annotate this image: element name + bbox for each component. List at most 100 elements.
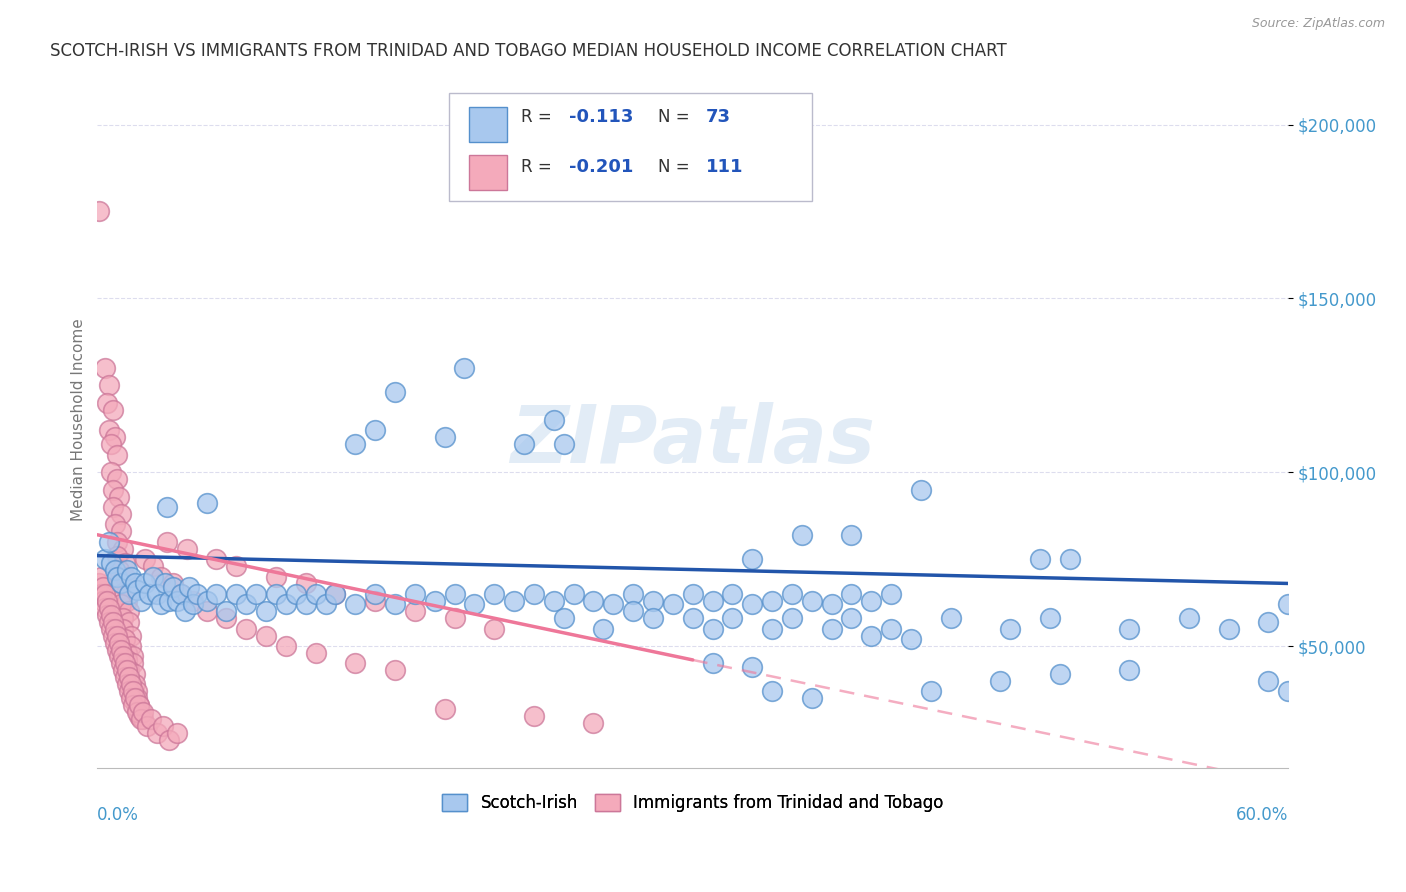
Text: R =: R = xyxy=(522,159,557,177)
Point xyxy=(132,705,155,719)
Point xyxy=(156,534,179,549)
Point xyxy=(602,597,624,611)
Point xyxy=(274,597,297,611)
Point xyxy=(100,437,122,451)
Point xyxy=(453,360,475,375)
Point xyxy=(820,597,842,611)
Point xyxy=(215,604,238,618)
Point xyxy=(156,500,179,514)
Point xyxy=(443,587,465,601)
Point xyxy=(122,684,145,698)
Point xyxy=(761,684,783,698)
Point xyxy=(186,587,208,601)
Point xyxy=(910,483,932,497)
Point xyxy=(582,715,605,730)
Point xyxy=(364,594,387,608)
Point xyxy=(264,587,287,601)
Point xyxy=(125,701,148,715)
Point xyxy=(1118,622,1140,636)
Point xyxy=(149,597,172,611)
Point xyxy=(484,622,506,636)
Point xyxy=(112,611,135,625)
Point xyxy=(880,622,903,636)
Point xyxy=(741,660,763,674)
Point xyxy=(305,587,328,601)
Point xyxy=(166,594,188,608)
Point xyxy=(108,576,131,591)
Point xyxy=(1277,684,1299,698)
FancyBboxPatch shape xyxy=(468,154,508,189)
Point xyxy=(880,587,903,601)
Point xyxy=(138,587,160,601)
Point xyxy=(108,490,131,504)
Point xyxy=(543,413,565,427)
Point xyxy=(91,580,114,594)
Point xyxy=(780,611,803,625)
Point xyxy=(96,395,118,409)
Point xyxy=(195,496,218,510)
Point xyxy=(741,597,763,611)
Point xyxy=(1000,622,1022,636)
Point xyxy=(1039,611,1062,625)
Point xyxy=(294,576,316,591)
Point xyxy=(790,528,813,542)
Point xyxy=(176,541,198,556)
Point xyxy=(170,587,193,601)
Point xyxy=(800,594,823,608)
Point xyxy=(800,691,823,706)
Point xyxy=(146,587,169,601)
Point xyxy=(162,576,184,591)
Point xyxy=(98,615,121,629)
Point xyxy=(641,594,664,608)
Point xyxy=(325,587,347,601)
Point xyxy=(110,507,132,521)
Point xyxy=(98,534,121,549)
Point xyxy=(621,587,644,601)
Point xyxy=(582,594,605,608)
Point xyxy=(682,611,704,625)
Point xyxy=(89,204,111,219)
Point xyxy=(114,556,136,570)
Point xyxy=(1257,615,1279,629)
Text: -0.201: -0.201 xyxy=(569,159,633,177)
Text: ZIPatlas: ZIPatlas xyxy=(510,402,875,480)
Point xyxy=(128,698,150,713)
Point xyxy=(820,622,842,636)
Point xyxy=(157,732,180,747)
Point xyxy=(115,664,138,678)
Point xyxy=(110,524,132,539)
Point xyxy=(254,629,277,643)
Point xyxy=(104,635,127,649)
Point xyxy=(103,402,125,417)
Point xyxy=(423,594,446,608)
Point xyxy=(1178,611,1201,625)
Point xyxy=(503,594,526,608)
Point xyxy=(132,712,155,726)
Point xyxy=(96,594,118,608)
Point xyxy=(860,594,883,608)
Point xyxy=(841,587,863,601)
Point xyxy=(264,569,287,583)
Point xyxy=(134,552,156,566)
Text: 73: 73 xyxy=(706,108,731,126)
Point xyxy=(741,552,763,566)
Point xyxy=(110,657,132,671)
Point xyxy=(122,649,145,664)
Point xyxy=(96,607,118,622)
Point xyxy=(122,688,145,702)
Text: N =: N = xyxy=(658,159,695,177)
Point xyxy=(1218,622,1240,636)
Point xyxy=(124,576,146,591)
Point xyxy=(122,657,145,671)
Point xyxy=(110,597,132,611)
Point xyxy=(523,708,546,723)
Point xyxy=(110,576,132,591)
Point xyxy=(662,597,685,611)
Point xyxy=(384,664,406,678)
Point xyxy=(90,569,112,583)
Point xyxy=(149,569,172,583)
Point xyxy=(120,569,142,583)
Point xyxy=(344,597,367,611)
Point xyxy=(100,622,122,636)
Point xyxy=(988,673,1011,688)
